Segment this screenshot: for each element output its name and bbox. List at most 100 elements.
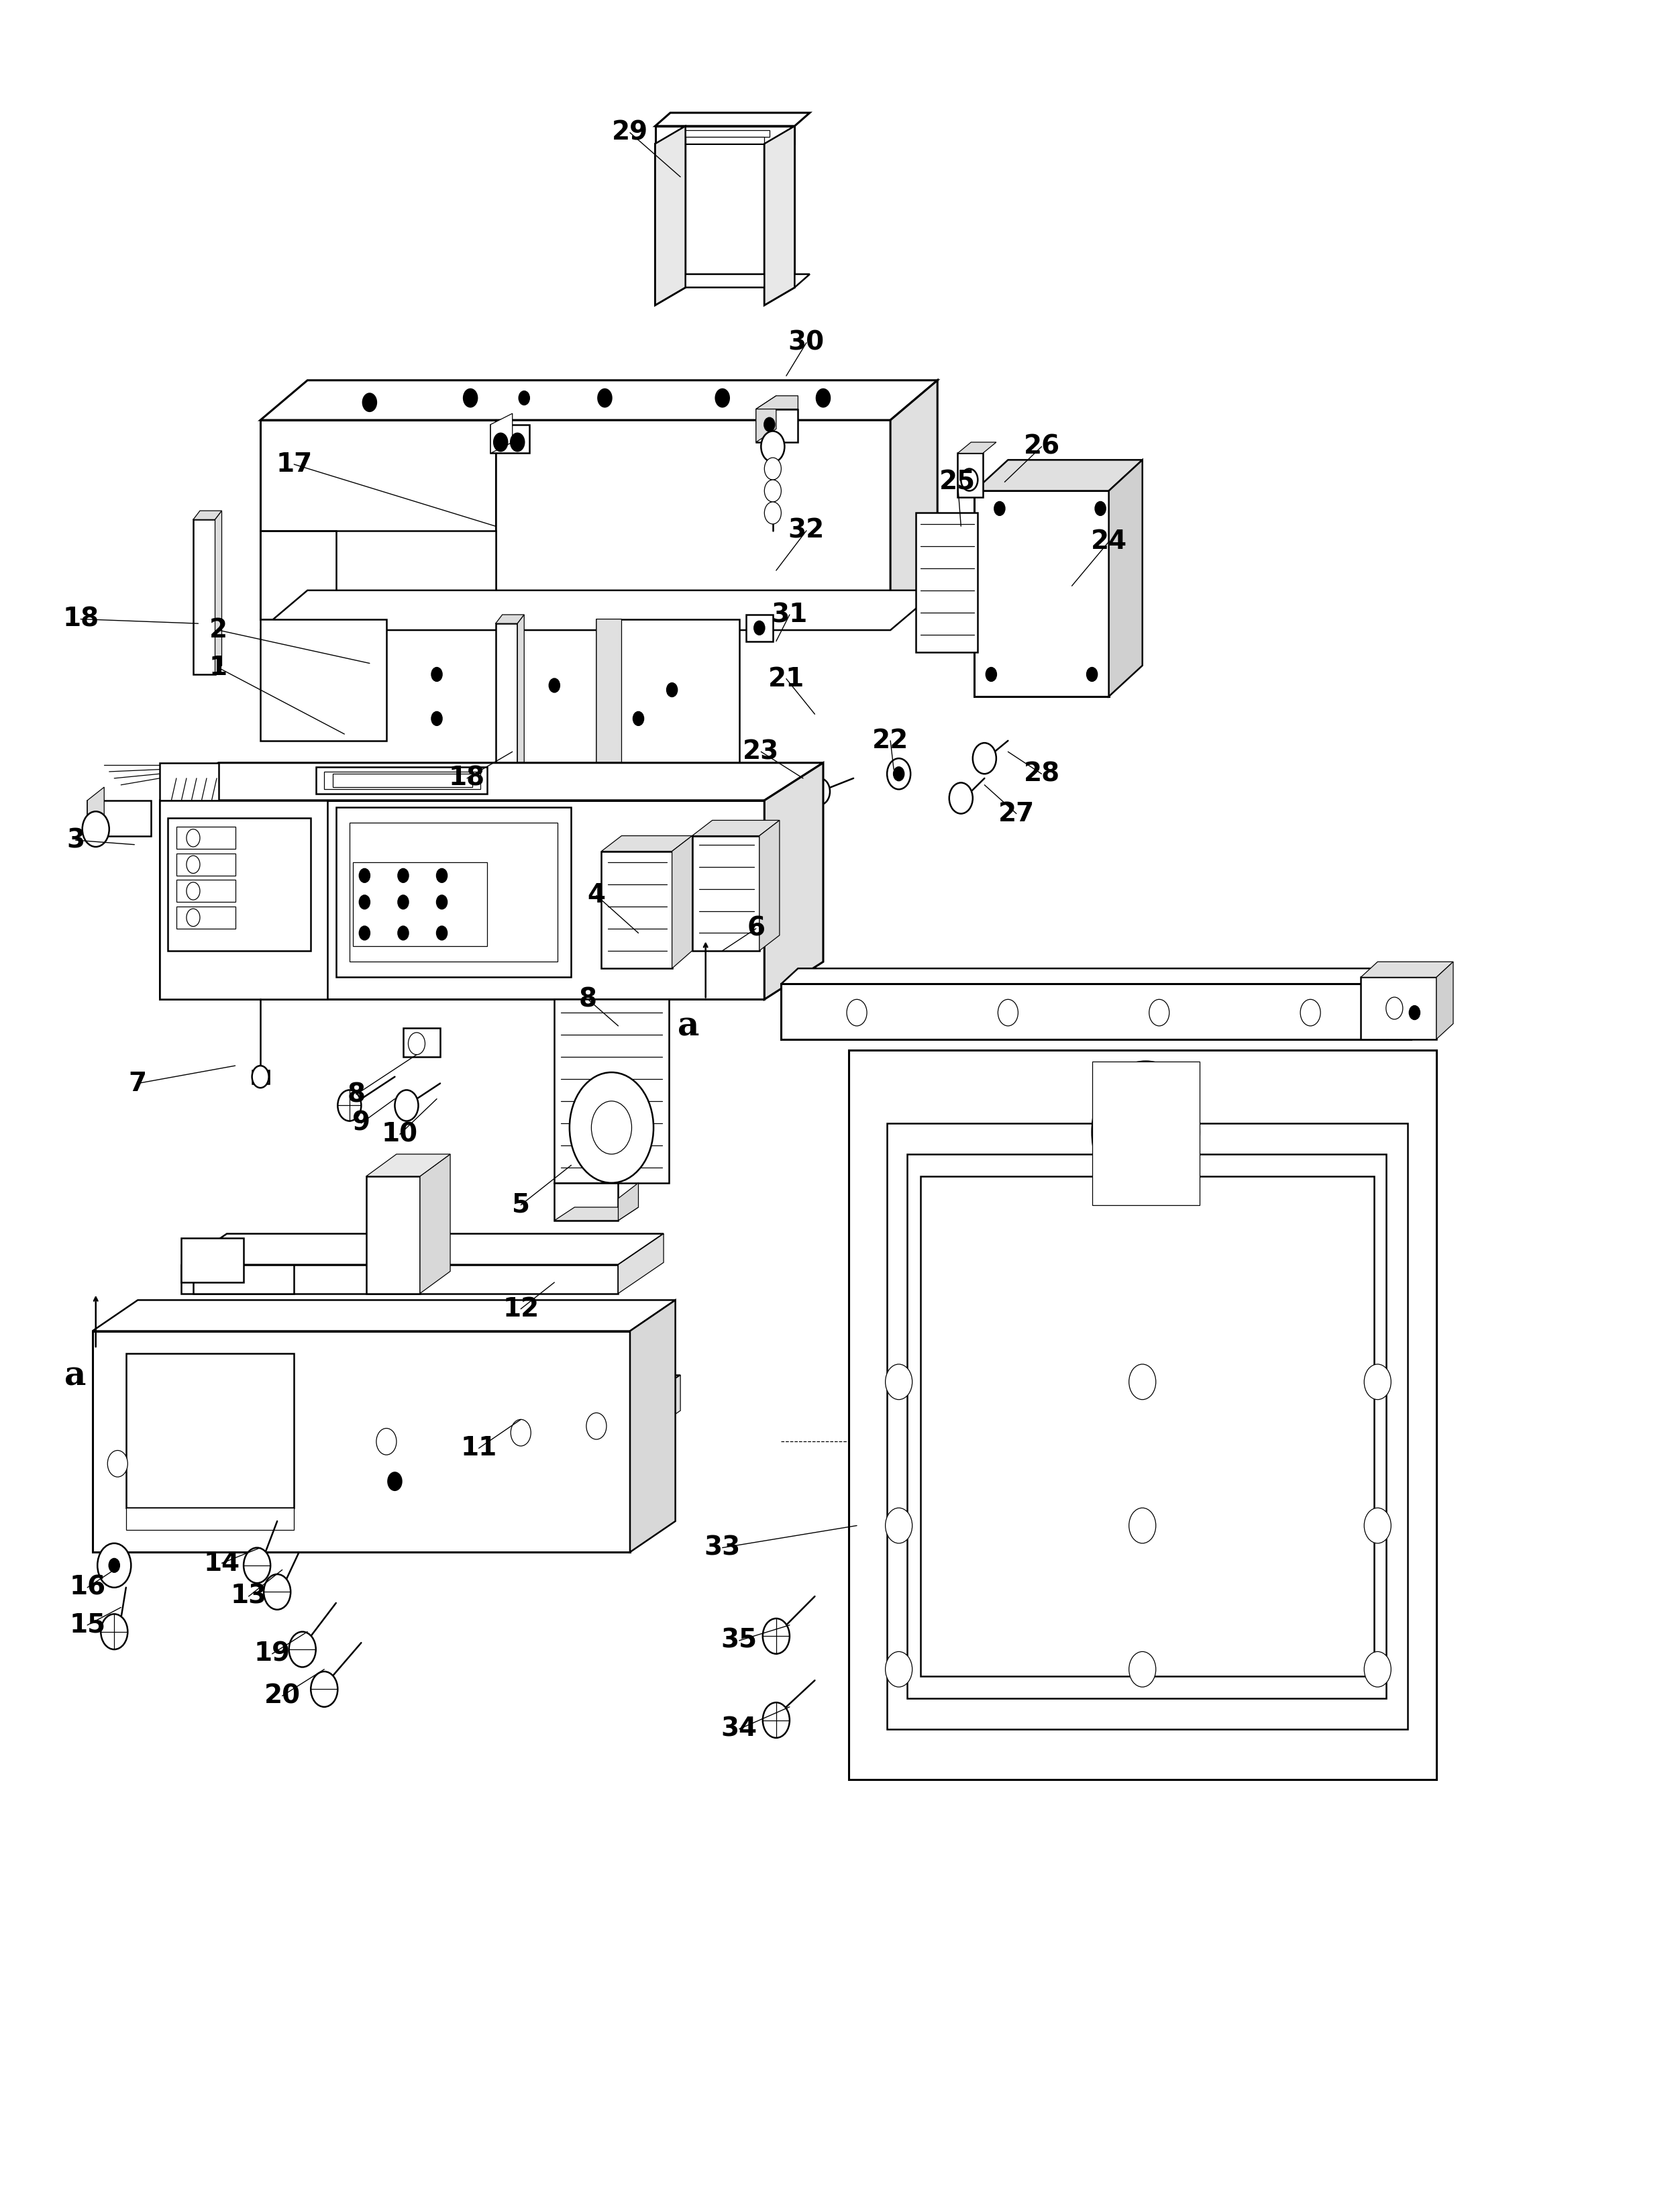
Text: 11: 11 (460, 1435, 497, 1461)
Circle shape (341, 1400, 365, 1431)
Circle shape (763, 1702, 790, 1738)
Text: 13: 13 (230, 1583, 267, 1610)
Circle shape (598, 389, 612, 407)
Circle shape (360, 869, 370, 882)
Circle shape (1364, 1364, 1391, 1400)
Text: 18: 18 (449, 765, 486, 792)
Polygon shape (692, 820, 780, 836)
Text: 9: 9 (353, 1110, 370, 1136)
Polygon shape (349, 822, 558, 962)
Circle shape (887, 758, 911, 789)
Polygon shape (1092, 1061, 1200, 1205)
Polygon shape (958, 453, 983, 497)
Polygon shape (1109, 460, 1142, 696)
Polygon shape (160, 1404, 635, 1442)
Polygon shape (176, 907, 235, 929)
Circle shape (1129, 1652, 1156, 1687)
Circle shape (764, 458, 781, 480)
Polygon shape (160, 763, 218, 800)
Polygon shape (260, 531, 496, 619)
Polygon shape (958, 442, 996, 453)
Circle shape (633, 712, 643, 725)
Circle shape (432, 712, 442, 725)
Polygon shape (215, 511, 222, 674)
Polygon shape (635, 1375, 680, 1442)
Polygon shape (1436, 962, 1453, 1039)
Text: 24: 24 (1090, 528, 1127, 555)
Polygon shape (126, 1353, 294, 1508)
Text: 14: 14 (203, 1550, 240, 1576)
Text: 22: 22 (872, 727, 909, 754)
Text: 2: 2 (210, 617, 227, 643)
Text: 21: 21 (768, 666, 805, 692)
Text: 20: 20 (264, 1683, 301, 1709)
Polygon shape (1361, 977, 1436, 1039)
Circle shape (264, 1574, 291, 1610)
Polygon shape (160, 800, 764, 999)
Text: 28: 28 (1023, 761, 1060, 787)
Circle shape (885, 1364, 912, 1400)
Circle shape (101, 1614, 128, 1649)
Polygon shape (759, 820, 780, 951)
Circle shape (186, 856, 200, 873)
Circle shape (995, 502, 1005, 515)
Circle shape (97, 1543, 131, 1587)
Polygon shape (176, 880, 235, 902)
Circle shape (591, 1101, 632, 1154)
Text: 4: 4 (588, 882, 605, 909)
Circle shape (289, 1632, 316, 1667)
Polygon shape (176, 827, 235, 849)
Circle shape (360, 895, 370, 909)
Circle shape (1129, 1508, 1156, 1543)
Text: 32: 32 (788, 517, 825, 544)
Circle shape (885, 1508, 912, 1543)
Circle shape (894, 767, 904, 780)
Circle shape (716, 389, 729, 407)
Text: 25: 25 (939, 469, 976, 495)
Circle shape (398, 926, 408, 940)
Polygon shape (420, 1154, 450, 1293)
Text: 18: 18 (62, 606, 99, 632)
Text: 5: 5 (512, 1192, 529, 1218)
Circle shape (1092, 1061, 1200, 1203)
Text: a: a (66, 1360, 86, 1393)
Polygon shape (316, 767, 487, 794)
Circle shape (437, 926, 447, 940)
Polygon shape (890, 380, 937, 619)
Polygon shape (601, 851, 672, 968)
Circle shape (1364, 1652, 1391, 1687)
Circle shape (608, 1017, 622, 1035)
Polygon shape (887, 1123, 1408, 1729)
Polygon shape (848, 1050, 1436, 1780)
Circle shape (388, 1473, 402, 1490)
Text: a: a (679, 1010, 699, 1044)
Polygon shape (1411, 968, 1428, 1039)
Polygon shape (630, 1300, 675, 1552)
Circle shape (186, 909, 200, 926)
Circle shape (885, 1652, 912, 1687)
Circle shape (437, 869, 447, 882)
Polygon shape (1361, 962, 1453, 977)
Polygon shape (87, 800, 151, 836)
Circle shape (108, 1450, 128, 1477)
Circle shape (360, 926, 370, 940)
Polygon shape (655, 126, 795, 144)
Polygon shape (160, 763, 823, 800)
Polygon shape (596, 619, 622, 807)
Circle shape (761, 431, 785, 462)
Polygon shape (685, 137, 764, 144)
Circle shape (1149, 999, 1169, 1026)
Polygon shape (260, 619, 386, 741)
Polygon shape (193, 1265, 294, 1293)
Circle shape (1087, 668, 1097, 681)
Polygon shape (764, 763, 823, 999)
Polygon shape (554, 1207, 638, 1220)
Polygon shape (655, 126, 685, 305)
Polygon shape (181, 1234, 664, 1265)
Polygon shape (596, 619, 739, 807)
Circle shape (585, 1393, 608, 1424)
Polygon shape (168, 818, 311, 951)
Polygon shape (386, 785, 622, 807)
Circle shape (408, 1033, 425, 1055)
Polygon shape (517, 615, 524, 785)
